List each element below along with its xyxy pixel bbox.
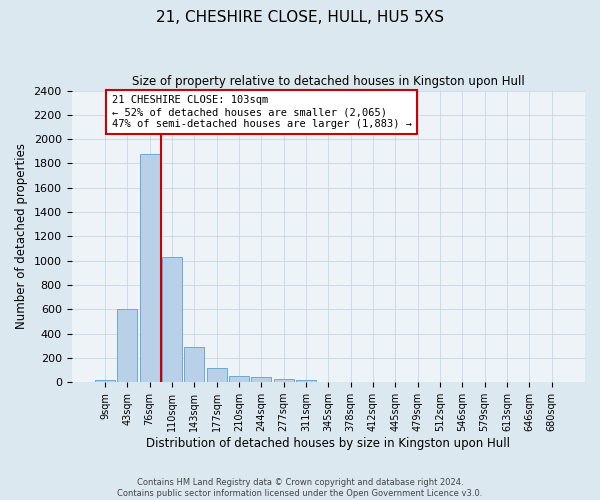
Title: Size of property relative to detached houses in Kingston upon Hull: Size of property relative to detached ho… xyxy=(132,75,524,88)
Y-axis label: Number of detached properties: Number of detached properties xyxy=(15,144,28,330)
Bar xyxy=(206,368,227,382)
Bar xyxy=(184,347,205,382)
Text: 21 CHESHIRE CLOSE: 103sqm
← 52% of detached houses are smaller (2,065)
47% of se: 21 CHESHIRE CLOSE: 103sqm ← 52% of detac… xyxy=(112,96,412,128)
Bar xyxy=(162,257,182,382)
Text: 21, CHESHIRE CLOSE, HULL, HU5 5XS: 21, CHESHIRE CLOSE, HULL, HU5 5XS xyxy=(156,10,444,25)
Text: Contains HM Land Registry data © Crown copyright and database right 2024.
Contai: Contains HM Land Registry data © Crown c… xyxy=(118,478,482,498)
Bar xyxy=(274,379,293,382)
Bar xyxy=(229,376,249,382)
Bar xyxy=(117,310,137,382)
X-axis label: Distribution of detached houses by size in Kingston upon Hull: Distribution of detached houses by size … xyxy=(146,437,510,450)
Bar xyxy=(95,380,115,382)
Bar xyxy=(296,380,316,382)
Bar xyxy=(251,378,271,382)
Bar xyxy=(140,154,160,382)
